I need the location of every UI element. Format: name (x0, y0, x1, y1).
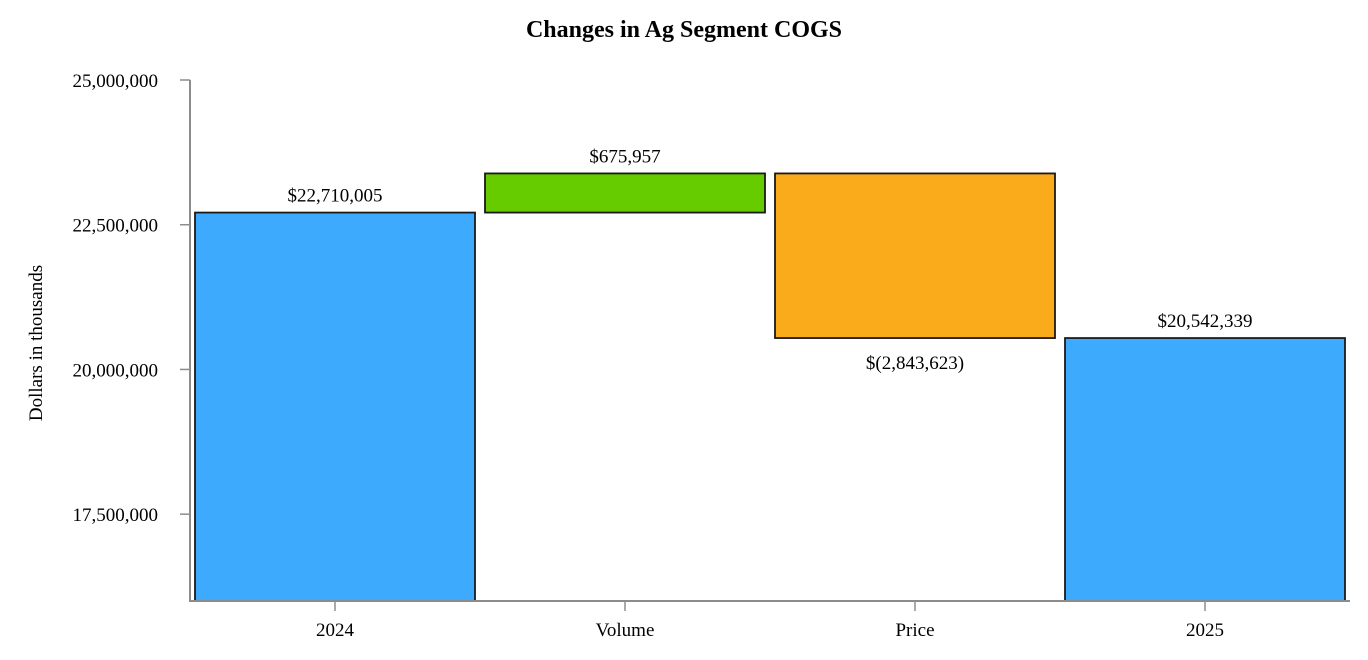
x-tick-label: Volume (596, 620, 655, 641)
chart-title: Changes in Ag Segment COGS (526, 17, 842, 43)
x-tick-label: 2025 (1186, 620, 1224, 641)
data-label-2025: $20,542,339 (1158, 311, 1253, 332)
data-labels-layer: $22,710,005 $675,957 $(2,843,623) $20,542,3… (288, 146, 1253, 374)
bar-volume (484, 172, 766, 214)
y-axis-label: Dollars in thousands (26, 265, 47, 421)
bars-layer (194, 172, 1346, 602)
axis-lines (189, 80, 1350, 602)
x-tick-label: 2024 (316, 620, 355, 641)
data-label-price: $(2,843,623) (866, 353, 964, 374)
y-tick-label: 25,000,000 (73, 71, 159, 92)
y-tick-label: 17,500,000 (73, 505, 159, 526)
bar-price (774, 172, 1056, 339)
bar-2025 (1064, 337, 1346, 602)
y-tick-label: 20,000,000 (73, 360, 159, 381)
y-tick-label: 22,500,000 (73, 216, 159, 237)
axes-layer: 17,500,000 20,000,000 22,500,000 25,000,000… (73, 71, 1350, 641)
data-label-2024: $22,710,005 (288, 186, 383, 207)
x-tick-label: Price (895, 620, 934, 641)
bar-2024 (194, 211, 476, 602)
data-label-volume: $675,957 (589, 146, 660, 167)
